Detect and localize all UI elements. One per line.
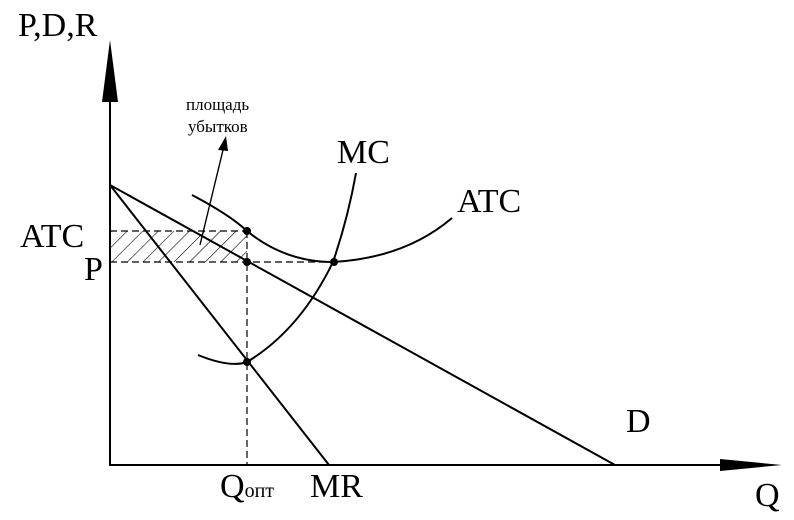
mr-label: MR <box>310 468 363 505</box>
x-axis-arrow <box>720 459 782 471</box>
demand-curve <box>109 184 616 466</box>
demand-label: D <box>626 403 651 440</box>
annotation-line1: площадь <box>186 95 249 114</box>
atc-at-qopt-point <box>243 227 251 235</box>
p-price-label: P <box>84 251 103 288</box>
annotation-pointer-line <box>199 149 224 246</box>
annotation-pointer-arrowhead <box>218 136 228 151</box>
mr-curve <box>109 184 330 466</box>
loss-area <box>110 231 247 262</box>
mc-curve <box>197 172 357 365</box>
x-axis-label: Q <box>755 477 780 514</box>
atc-min-point <box>330 258 338 266</box>
atc-price-label: ATC <box>20 218 84 255</box>
y-axis-arrow <box>102 40 118 102</box>
mc-mr-intersection-point <box>243 358 251 366</box>
price-at-qopt-point <box>243 258 251 266</box>
atc-curve-label: ATC <box>457 183 521 220</box>
atc-curve <box>191 194 453 264</box>
y-axis-label: P,D,R <box>18 7 98 44</box>
annotation-line2: убытков <box>188 117 248 136</box>
qopt-main: Q <box>220 468 245 505</box>
qopt-label: Qопт <box>220 468 274 505</box>
qopt-subscript: опт <box>245 480 275 502</box>
mc-label: MC <box>337 134 390 171</box>
